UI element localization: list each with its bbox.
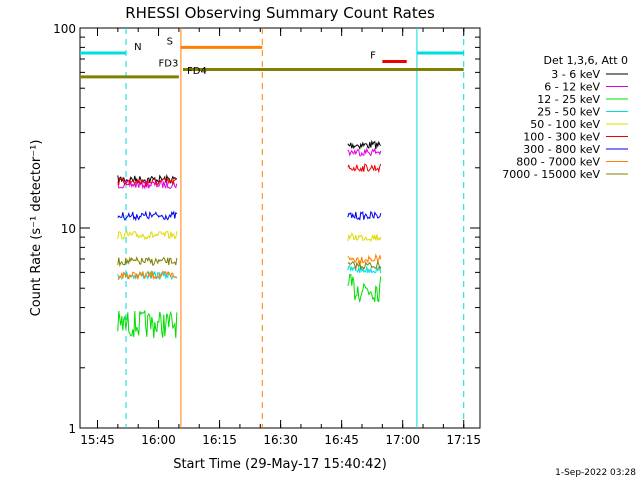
legend-label-3: 25 - 50 keV bbox=[537, 106, 600, 119]
plot-frame bbox=[79, 27, 481, 429]
series-band-4-0 bbox=[117, 230, 178, 241]
series-band-8-0 bbox=[117, 255, 178, 267]
series-7000-15000keV bbox=[117, 255, 382, 271]
x-axis-label: Start Time (29-May-17 15:40:42) bbox=[173, 457, 387, 472]
x-tick-label-2: 16:15 bbox=[202, 433, 237, 447]
y-axis-label: Count Rate (s⁻¹ detector⁻¹) bbox=[29, 140, 44, 317]
legend-label-6: 300 - 800 keV bbox=[523, 143, 600, 156]
series-800-7000keV bbox=[117, 253, 382, 281]
series-band-7-1 bbox=[347, 253, 382, 265]
legend-label-1: 6 - 12 keV bbox=[544, 81, 600, 94]
annotation-label-S: S bbox=[167, 36, 173, 47]
series-band-7-0 bbox=[117, 270, 178, 281]
series-band-5-0 bbox=[117, 176, 178, 187]
y-tick-label-1: 10 bbox=[61, 222, 76, 236]
legend-header: Det 1,3,6, Att 0 bbox=[544, 54, 628, 67]
footer-date: 1-Sep-2022 03:28 bbox=[555, 468, 636, 478]
series-band-1-1 bbox=[347, 147, 382, 157]
series-band-6-0 bbox=[117, 210, 178, 222]
series-band-2-1 bbox=[347, 273, 382, 304]
x-tick-label-3: 16:30 bbox=[263, 433, 298, 447]
annotation-label-FD3: FD3 bbox=[159, 59, 179, 70]
legend-label-5: 100 - 300 keV bbox=[523, 131, 600, 144]
y-tick-label-2: 100 bbox=[53, 22, 76, 36]
series-band-1-0 bbox=[117, 179, 178, 190]
chart-marks: N S F FD3 FD4 bbox=[80, 28, 465, 428]
chart-title: RHESSI Observing Summary Count Rates bbox=[125, 4, 435, 22]
annotation-label-FD4: FD4 bbox=[187, 66, 207, 77]
series-band-3-1 bbox=[347, 265, 382, 274]
legend-label-2: 12 - 25 keV bbox=[537, 93, 600, 106]
series-12-25keV bbox=[117, 273, 382, 339]
series-band-5-1 bbox=[347, 163, 382, 174]
x-tick-label-6: 17:15 bbox=[446, 433, 481, 447]
x-axis-ticks: 15:45 16:00 16:15 16:30 16:45 17:00 17:15 bbox=[80, 28, 481, 447]
series-band-0-1 bbox=[347, 139, 382, 150]
series-band-4-1 bbox=[347, 232, 382, 242]
legend-label-7: 800 - 7000 keV bbox=[516, 156, 600, 169]
legend-label-8: 7000 - 15000 keV bbox=[502, 168, 600, 181]
series-band-8-1 bbox=[347, 259, 382, 271]
x-tick-label-0: 15:45 bbox=[80, 433, 115, 447]
series-band-6-1 bbox=[347, 210, 382, 221]
x-tick-label-4: 16:45 bbox=[324, 433, 359, 447]
legend-label-4: 50 - 100 keV bbox=[530, 118, 600, 131]
y-axis-ticks: 1 10 100 bbox=[53, 22, 480, 436]
y-tick-label-0: 1 bbox=[68, 422, 76, 436]
series-100-300keV bbox=[117, 163, 382, 187]
series-3-6keV bbox=[117, 139, 382, 185]
series-300-800keV bbox=[117, 210, 382, 222]
annotation-label-F: F bbox=[370, 50, 376, 61]
legend-label-0: 3 - 6 keV bbox=[551, 68, 600, 81]
series-band-2-0 bbox=[117, 310, 178, 339]
annotation-label-N: N bbox=[134, 42, 141, 53]
plot-area bbox=[79, 27, 481, 429]
series-50-100keV bbox=[117, 230, 382, 242]
x-tick-label-1: 16:00 bbox=[141, 433, 176, 447]
series-6-12keV bbox=[117, 147, 382, 190]
x-tick-label-5: 17:00 bbox=[385, 433, 420, 447]
